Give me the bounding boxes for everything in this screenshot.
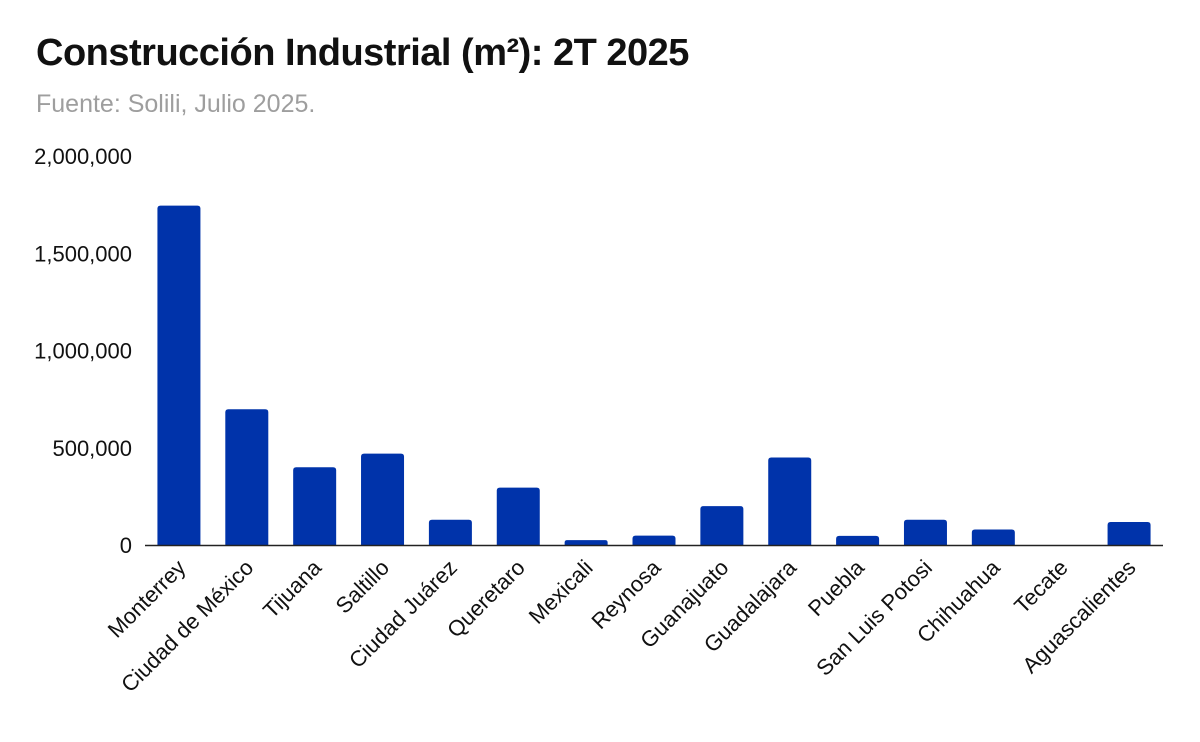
y-tick-label: 2,000,000: [34, 144, 132, 169]
x-tick-label: Ciudad de México: [116, 555, 258, 697]
y-tick-label: 500,000: [52, 436, 132, 461]
x-tick-label: San Luis Potosi: [811, 555, 937, 681]
bar: [361, 453, 405, 545]
y-axis-ticks: 0 500,000 1,000,000 1,500,000 2,000,000: [34, 144, 132, 558]
y-tick-label: 0: [120, 533, 132, 558]
bar: [971, 529, 1015, 545]
x-tick-label: Saltillo: [331, 555, 395, 619]
bar: [768, 457, 812, 545]
bar: [836, 535, 880, 545]
y-tick-label: 1,000,000: [34, 339, 132, 364]
chart-title: Construcción Industrial (m²): 2T 2025: [36, 32, 689, 74]
bar: [428, 519, 472, 545]
bar: [700, 506, 744, 545]
bar: [157, 205, 201, 545]
x-tick-label: Puebla: [803, 554, 870, 621]
bars-group: [157, 205, 1151, 545]
bar: [632, 535, 676, 545]
bar: [496, 487, 540, 545]
chart-subtitle: Fuente: Solili, Julio 2025.: [36, 90, 316, 118]
x-tick-label: Tijuana: [258, 554, 327, 623]
x-tick-label: Tecate: [1009, 555, 1073, 619]
bar: [564, 540, 608, 545]
bar: [293, 467, 337, 545]
bar: [1107, 522, 1151, 545]
bar: [225, 409, 269, 545]
bar: [903, 519, 947, 545]
y-tick-label: 1,500,000: [34, 241, 132, 266]
